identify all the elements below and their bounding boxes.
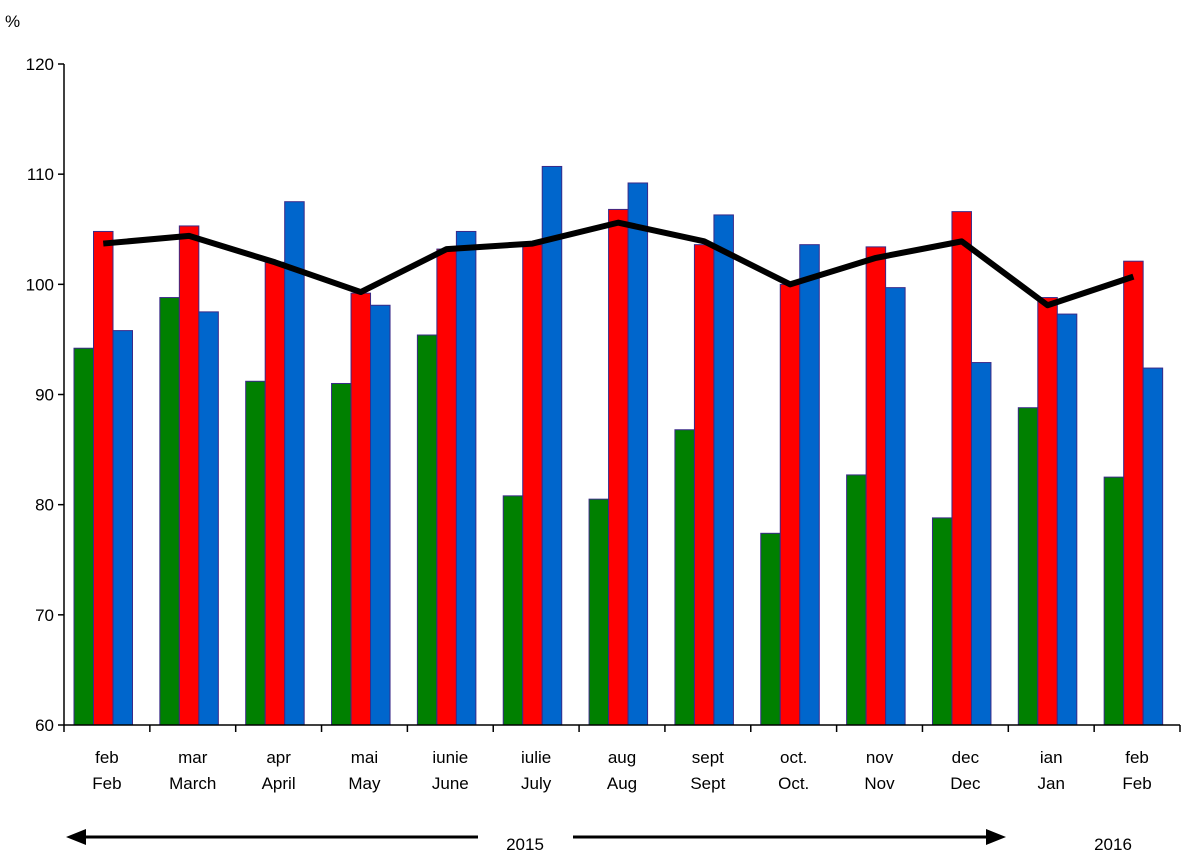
period-annotation: 2015 2016: [66, 829, 1132, 851]
bar-series1: [159, 297, 180, 726]
y-tick-label: 100: [26, 275, 54, 294]
x-label-en: Feb: [1122, 774, 1151, 793]
axes: [63, 64, 1181, 732]
bar-series1: [245, 380, 266, 726]
bar-series2: [1037, 297, 1058, 726]
bar-series2: [436, 248, 457, 726]
arrow-left-head: [66, 829, 86, 845]
bar-series3: [284, 201, 305, 726]
bar-series3: [627, 182, 649, 726]
x-label-en: Dec: [950, 774, 981, 793]
x-label-en: April: [262, 774, 296, 793]
x-label-en: July: [521, 774, 552, 793]
bar-series3: [1142, 367, 1164, 726]
x-label-ro: iulie: [521, 748, 551, 767]
bar-series3: [455, 230, 477, 726]
bar-series1: [846, 474, 867, 726]
year-2016-label: 2016: [1094, 835, 1132, 851]
bar-series1: [331, 382, 352, 726]
x-label-en: Feb: [92, 774, 121, 793]
bar-series2: [178, 225, 200, 726]
bar-series3: [885, 287, 906, 726]
x-label-en: Nov: [864, 774, 895, 793]
bar-series1: [588, 498, 610, 726]
bar-series3: [1056, 313, 1078, 726]
arrow-right-head: [986, 829, 1006, 845]
y-tick-label: 90: [35, 386, 54, 405]
x-label-en: Oct.: [778, 774, 809, 793]
bar-series1: [1103, 476, 1125, 726]
x-label-en: Jan: [1038, 774, 1065, 793]
x-label-ro: aug: [608, 748, 636, 767]
year-2015-label: 2015: [506, 835, 544, 851]
line-series-path: [102, 219, 1135, 309]
bar-series3: [541, 165, 563, 726]
line-series: [102, 219, 1135, 309]
x-label-ro: ian: [1040, 748, 1063, 767]
x-label-ro: dec: [952, 748, 980, 767]
bar-series2: [693, 244, 715, 726]
x-label-ro: feb: [95, 748, 119, 767]
bar-series2: [779, 283, 801, 726]
x-label-en: March: [169, 774, 216, 793]
x-label-ro: mar: [178, 748, 208, 767]
bar-series3: [970, 362, 992, 726]
bars: [73, 165, 1164, 726]
y-tick-label: 70: [35, 606, 54, 625]
y-tick-label: 60: [35, 716, 54, 735]
bar-series3: [370, 304, 391, 726]
bar-series2: [951, 211, 972, 726]
bar-series2: [350, 292, 372, 726]
x-label-ro: iunie: [432, 748, 468, 767]
x-label-ro: mai: [351, 748, 378, 767]
bar-series1: [73, 347, 94, 726]
bar-series3: [713, 214, 734, 726]
y-tick-label: 110: [27, 165, 54, 184]
bar-series3: [112, 330, 133, 726]
x-label-en: June: [432, 774, 469, 793]
bar-series2: [608, 208, 629, 726]
y-tick-label: 120: [26, 55, 54, 74]
bar-series3: [799, 244, 820, 726]
x-label-en: Sept: [690, 774, 725, 793]
x-label-ro: oct.: [780, 748, 807, 767]
y-tick-label: 80: [35, 496, 54, 515]
bar-series1: [760, 532, 781, 726]
bar-series1: [674, 429, 695, 726]
bar-series2: [865, 246, 887, 726]
y-axis-ticks: 60 70 80 90 100 110 120: [26, 55, 64, 735]
x-label-ro: feb: [1125, 748, 1149, 767]
bar-series1: [931, 517, 953, 726]
bar-series2: [522, 244, 543, 726]
y-axis-label: %: [5, 12, 20, 31]
bar-series2: [93, 230, 114, 726]
x-label-ro: apr: [266, 748, 291, 767]
bar-series2: [264, 261, 286, 726]
bar-series1: [502, 495, 524, 726]
x-label-en: May: [348, 774, 381, 793]
bar-series1: [416, 334, 438, 726]
x-label-en: Aug: [607, 774, 637, 793]
bar-series3: [198, 311, 219, 726]
x-axis-labels: feb Feb mar March apr April mai May iunie June iul…: [92, 748, 1151, 793]
bar-series1: [1017, 407, 1039, 726]
x-label-ro: sept: [692, 748, 724, 767]
bar-series2: [1123, 260, 1144, 726]
x-label-ro: nov: [866, 748, 894, 767]
